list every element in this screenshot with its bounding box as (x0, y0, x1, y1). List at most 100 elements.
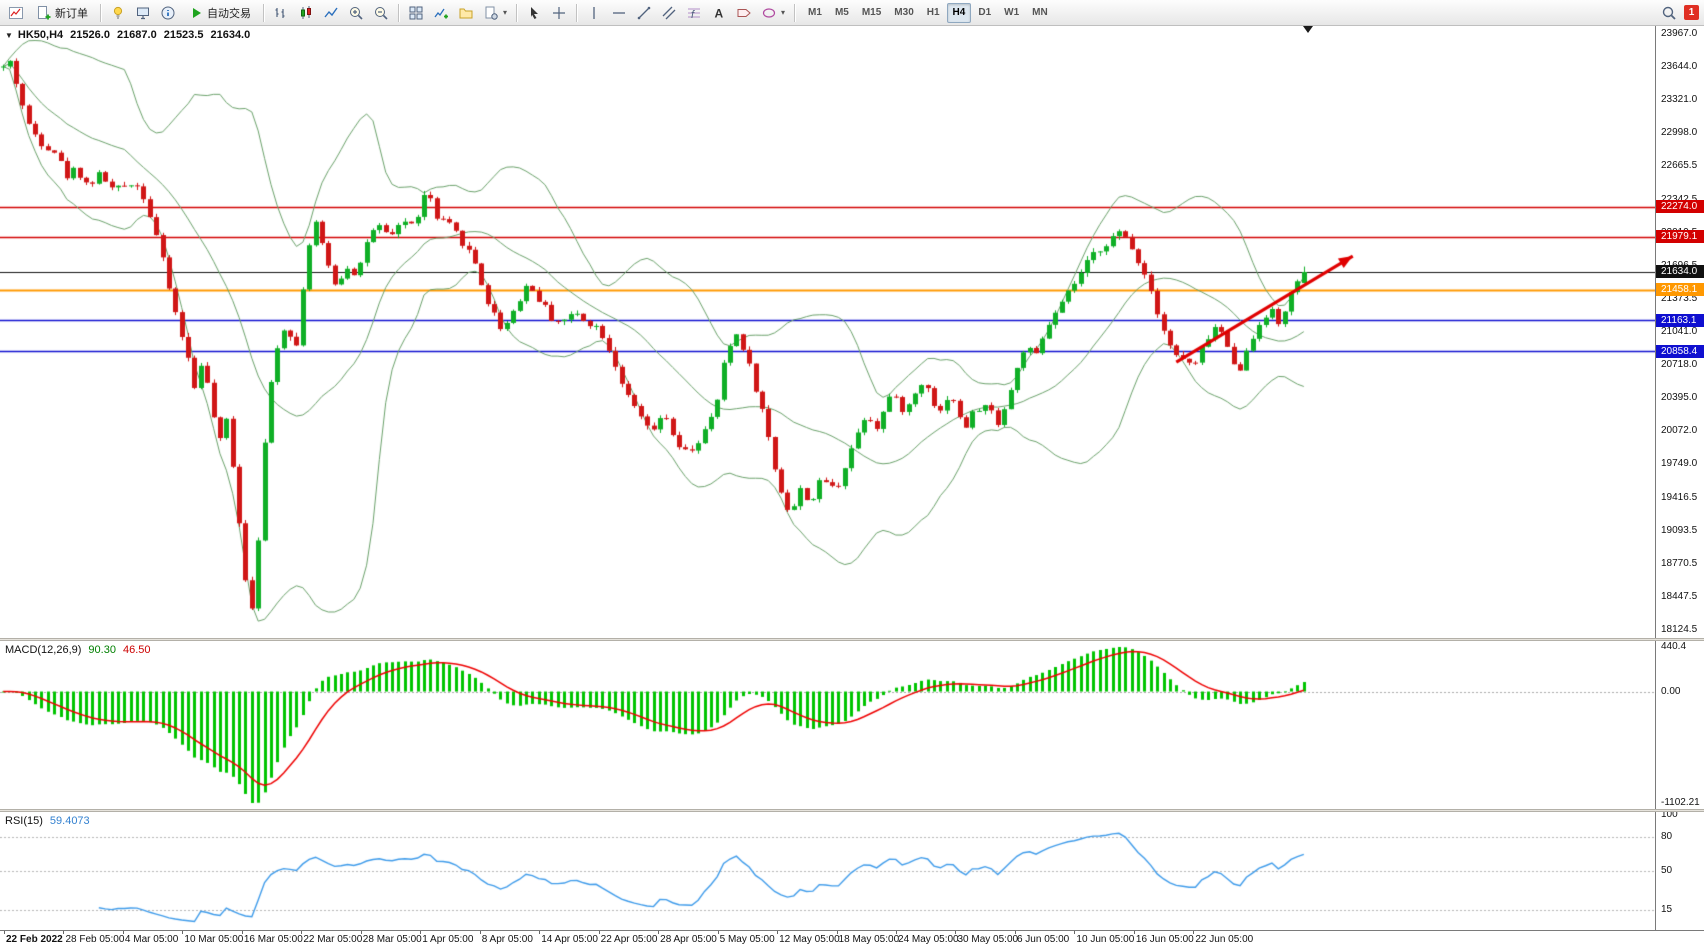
cursor-button[interactable] (522, 2, 546, 24)
price-tick: 18447.5 (1661, 590, 1698, 602)
trendline-button[interactable] (632, 2, 656, 24)
time-tick (361, 931, 362, 934)
rsi-canvas[interactable] (0, 812, 1655, 930)
rsi-axis-label: 15 (1661, 904, 1673, 916)
chart-shift-marker[interactable] (1303, 26, 1313, 33)
timeframe-m30[interactable]: M30 (894, 7, 914, 18)
toolbar-right: 1 (1657, 2, 1700, 24)
time-axis-label: 16 Jun 05:00 (1135, 934, 1194, 945)
macd-value-signal: 46.50 (122, 644, 151, 656)
chart-header: ▼ HK50,H4 21526.0 21687.0 21523.5 21634.… (5, 29, 250, 41)
line-chart-button[interactable] (319, 2, 343, 24)
alerts-button[interactable] (106, 2, 130, 24)
text-button[interactable]: A (707, 2, 731, 24)
time-axis[interactable]: 22 Feb 2022 28 Feb 05:00 4 Mar 05:00 10 Mar… (0, 930, 1704, 946)
channel-icon (662, 6, 676, 19)
ohlc-close: 21634.0 (210, 29, 251, 41)
panel-splitter[interactable] (0, 809, 1704, 812)
search-button[interactable] (1657, 2, 1681, 24)
price-tick: 21041.0 (1661, 326, 1698, 337)
channel-button[interactable] (657, 2, 681, 24)
timeframe-m5[interactable]: M5 (834, 7, 849, 18)
svg-text:f: f (691, 9, 695, 21)
indicators-button[interactable] (429, 2, 453, 24)
toolbar-separator (263, 3, 264, 22)
macd-axis-label: 440.4 (1661, 641, 1687, 652)
price-axis[interactable]: 23967.0 23644.0 23321.0 22998.0 22665.5 22342… (1655, 26, 1704, 930)
new-order-button[interactable]: 新订单 (29, 2, 95, 24)
price-chart-canvas[interactable] (0, 26, 1655, 638)
toolbar-separator (794, 3, 796, 22)
indicators-plus-icon (434, 8, 448, 18)
ohlc-open: 21526.0 (70, 29, 110, 41)
time-axis-label: 28 Feb 05:00 (65, 934, 125, 945)
timeframe-h1[interactable]: H1 (926, 7, 940, 18)
time-axis-label: 24 May 05:00 (898, 934, 959, 945)
timeframe-w1[interactable]: W1 (1004, 7, 1020, 18)
market-watch-button[interactable] (131, 2, 155, 24)
macd-axis-label: -1102.21 (1661, 797, 1700, 808)
rsi-panel: RSI(15) 59.4073 (0, 812, 1655, 930)
chevron-down-icon: ▾ (503, 8, 508, 17)
rsi-axis-label: 50 (1661, 865, 1673, 876)
ohlc-low: 21523.5 (163, 29, 204, 41)
chart-symbol: HK50,H4 (17, 29, 64, 41)
price-tick: 21696.5 (1661, 260, 1697, 271)
info-icon (161, 6, 175, 19)
ohlc-bars-icon (275, 7, 285, 18)
price-tick: 22342.5 (1661, 193, 1698, 205)
panel-splitter[interactable] (0, 638, 1704, 641)
macd-label: MACD(12,26,9) (5, 644, 82, 656)
template-gear-icon (485, 6, 498, 20)
horizontal-line-icon (613, 11, 626, 14)
price-tick: 20072.0 (1661, 425, 1698, 437)
chart-window-button[interactable] (4, 2, 28, 24)
zoom-out-button[interactable] (369, 2, 393, 24)
templates-button[interactable]: ▾ (479, 2, 511, 24)
horizontal-line-button[interactable] (607, 2, 631, 24)
time-tick (1193, 931, 1194, 934)
crosshair-button[interactable] (547, 2, 571, 24)
one-click-trading-toggle[interactable]: ▼ (5, 30, 13, 40)
new-order-icon (38, 5, 51, 19)
time-tick (1015, 931, 1016, 934)
shapes-button[interactable]: ▾ (757, 2, 789, 24)
autotrading-button[interactable]: 自动交易 (181, 2, 258, 24)
macd-canvas[interactable] (0, 641, 1655, 809)
macd-header: MACD(12,26,9) 90.30 46.50 (5, 644, 150, 656)
time-axis-label: 28 Apr 05:00 (660, 934, 717, 945)
autotrading-label: 自动交易 (207, 7, 251, 20)
timeframe-m15[interactable]: M15 (861, 7, 882, 18)
new-order-label: 新订单 (55, 7, 88, 20)
bulb-icon (113, 6, 123, 19)
label-button[interactable] (732, 2, 756, 24)
zoom-in-button[interactable] (344, 2, 368, 24)
monitor-icon (137, 7, 149, 19)
timeframe-mn[interactable]: MN (1032, 7, 1048, 18)
macd-panel: MACD(12,26,9) 90.30 46.50 (0, 641, 1655, 809)
macd-value-main: 90.30 (88, 644, 116, 656)
profiles-button[interactable] (454, 2, 478, 24)
vertical-line-button[interactable] (582, 2, 606, 24)
bar-chart-button[interactable] (269, 2, 293, 24)
time-tick (896, 931, 897, 934)
time-axis-label: 30 May 05:00 (957, 934, 1019, 945)
chart-icon (9, 6, 23, 19)
line-chart-icon (324, 7, 338, 17)
timeframe-m1[interactable]: M1 (808, 7, 822, 18)
time-tick (182, 931, 183, 934)
fibonacci-button[interactable]: f (682, 2, 706, 24)
data-window-button[interactable] (156, 2, 180, 24)
notification-badge[interactable]: 1 (1684, 5, 1699, 20)
time-axis-label: 8 Apr 05:00 (481, 934, 533, 945)
time-axis-label: 10 Mar 05:00 (184, 934, 244, 945)
price-tick: 21373.5 (1661, 292, 1698, 304)
shapes-icon (762, 7, 776, 18)
time-tick (123, 931, 124, 934)
tile-windows-icon (409, 6, 423, 19)
timeframe-h4[interactable]: H4 (946, 2, 972, 23)
candlestick-chart-button[interactable] (294, 2, 318, 24)
time-axis-label: 22 Feb 2022 (6, 934, 63, 945)
tile-windows-button[interactable] (404, 2, 428, 24)
timeframe-d1[interactable]: D1 (978, 7, 992, 18)
